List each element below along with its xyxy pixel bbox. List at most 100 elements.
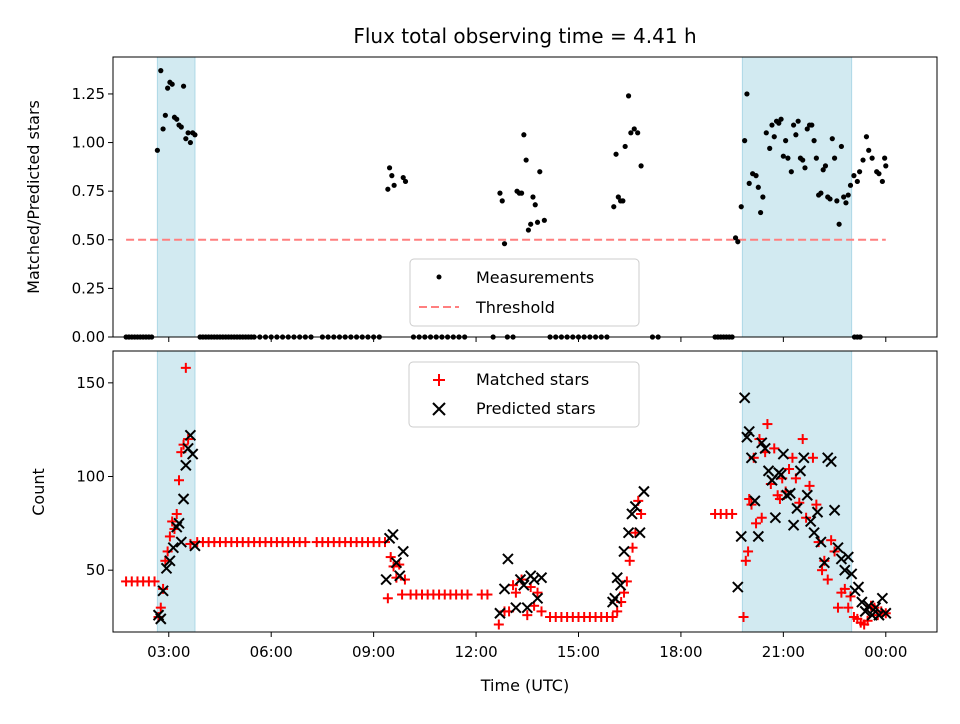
predicted-star-b — [510, 601, 522, 614]
measurement-point — [763, 130, 769, 136]
measurement-point — [385, 186, 391, 192]
predicted-star-b — [873, 609, 885, 621]
predicted-star-point — [498, 583, 511, 595]
matched-star-point — [522, 610, 533, 621]
counts-legend: Matched stars Predicted stars — [408, 361, 640, 428]
matched-star-point — [385, 552, 396, 563]
predicted-star-b — [804, 515, 817, 528]
matched-star-point — [819, 555, 830, 566]
counts-y-ticks: 50 100 150 — [76, 374, 113, 579]
predicted-star-point — [394, 570, 406, 582]
predicted-star-b — [784, 487, 796, 500]
predicted-star-point — [390, 556, 403, 569]
predicted-star-point — [794, 465, 807, 477]
predicted-star-point — [738, 392, 751, 404]
ratio-legend: Measurements Threshold — [409, 258, 640, 327]
predicted-star-b — [622, 527, 635, 539]
predicted-star-b — [876, 592, 889, 604]
predicted-star-b — [743, 425, 755, 438]
predicted-star-point — [804, 515, 817, 528]
matched-star-point — [493, 619, 504, 630]
predicted-star-point — [184, 429, 197, 442]
measurement-point — [528, 221, 534, 227]
ratio-panel: 0.00 0.25 0.50 0.75 1.00 1.25 Matched/Predict… — [24, 56, 938, 346]
measurement-point — [800, 157, 806, 163]
measurement-point — [187, 139, 193, 146]
predicted-star-point — [762, 465, 775, 477]
predicted-star-b — [745, 452, 758, 464]
matched-star-point — [743, 546, 754, 557]
matched-star-point — [174, 475, 185, 486]
matched-star-point — [167, 516, 178, 527]
matched-star-point — [508, 580, 519, 591]
measurement-point — [154, 147, 160, 153]
legend-measurements-label: Measurements — [476, 268, 594, 287]
measurement-point — [625, 93, 632, 99]
legend-matched-marker — [433, 374, 445, 386]
x-tick-label: 09:00 — [352, 643, 395, 661]
measurement-point — [769, 122, 775, 128]
measurement-point — [615, 194, 621, 200]
matched-star-point — [751, 518, 762, 529]
predicted-star-b — [180, 459, 192, 471]
y-tick-label: 0.00 — [72, 328, 105, 346]
predicted-star-point — [155, 613, 167, 625]
measurement-point — [391, 182, 397, 188]
predicted-star-b — [387, 528, 399, 541]
x-tick-label: 00:00 — [864, 643, 907, 661]
measurement-point — [785, 155, 791, 161]
matched-star-point — [797, 434, 808, 445]
predicted-star-point — [777, 448, 790, 460]
predicted-star-point — [397, 545, 409, 558]
predicted-star-b — [629, 500, 642, 513]
predicted-star-b — [752, 530, 765, 543]
legend-predicted-marker — [432, 402, 446, 416]
predicted-star-point — [752, 530, 765, 543]
measurement-point — [169, 81, 175, 87]
predicted-star-b — [535, 571, 548, 584]
predicted-star-b — [738, 392, 751, 404]
y-tick-label: 1.25 — [72, 85, 105, 103]
matched-star-point — [807, 452, 818, 463]
matched-star-point — [784, 464, 795, 475]
matched-star-point — [397, 589, 408, 600]
predicted-star-point — [818, 556, 831, 569]
predicted-star-point — [825, 455, 837, 468]
ratio-x-ticks — [168, 337, 887, 342]
y-tick-label: 0.75 — [72, 182, 105, 200]
matched-star-point — [482, 589, 493, 600]
predicted-star-b — [856, 596, 868, 608]
predicted-star-point — [784, 487, 796, 500]
measurement-point — [879, 178, 885, 185]
predicted-star-point — [175, 536, 187, 548]
predicted-star-b — [531, 592, 544, 604]
counts-legend-box — [408, 361, 640, 428]
measurement-point — [793, 132, 799, 138]
measurement-point — [613, 151, 619, 157]
measurement-point — [813, 155, 819, 161]
measurement-point — [525, 227, 532, 233]
predicted-star-b — [167, 541, 180, 554]
measurement-point — [841, 194, 847, 200]
predicted-star-point — [808, 527, 820, 539]
measurement-point — [162, 112, 168, 118]
predicted-star-point — [638, 485, 650, 498]
predicted-star-b — [842, 551, 854, 563]
predicted-star-b — [869, 601, 882, 614]
predicted-star-point — [518, 579, 530, 591]
measurement-point — [866, 147, 872, 153]
predicted-star-point — [811, 506, 824, 518]
measurement-point — [183, 136, 189, 142]
measurement-point — [771, 134, 777, 140]
predicted-star-b — [832, 541, 844, 554]
x-tick-label: 03:00 — [147, 643, 190, 661]
measurement-point — [778, 116, 784, 122]
predicted-star-b — [880, 607, 892, 619]
measurement-point — [738, 204, 744, 210]
measurement-point — [532, 202, 538, 208]
predicted-star-point — [839, 564, 851, 576]
legend-matched-label: Matched stars — [476, 370, 589, 389]
measurement-point — [760, 194, 766, 200]
measurement-point — [753, 173, 759, 179]
